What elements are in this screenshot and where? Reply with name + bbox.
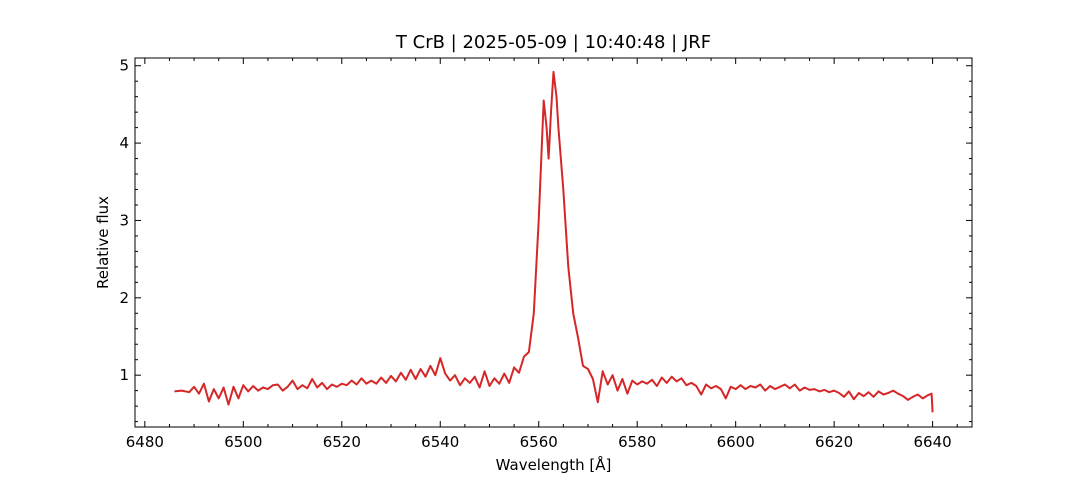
plot-area xyxy=(134,57,973,428)
x-tick-label: 6500 xyxy=(224,433,262,451)
x-tick-label: 6580 xyxy=(618,433,656,451)
y-axis: 1 2 3 4 5 xyxy=(119,57,972,423)
y-tick-label: 5 xyxy=(119,57,129,75)
x-tick-label: 6640 xyxy=(914,433,952,451)
y-tick-label: 1 xyxy=(119,366,129,384)
x-tick-label: 6600 xyxy=(717,433,755,451)
y-axis-label: Relative flux xyxy=(94,196,112,289)
plot-frame xyxy=(134,57,973,428)
x-axis-label: Wavelength [Å] xyxy=(496,455,612,474)
chart-title: T CrB | 2025-05-09 | 10:40:48 | JRF xyxy=(395,32,711,53)
spectrum-line xyxy=(174,70,934,413)
x-axis: 6480 6500 6520 6540 6560 6580 6600 6620 6640 xyxy=(126,58,958,451)
x-tick-label: 6520 xyxy=(323,433,361,451)
x-tick-label: 6540 xyxy=(421,433,459,451)
x-tick-label: 6620 xyxy=(815,433,853,451)
x-tick-label: 6560 xyxy=(520,433,558,451)
y-tick-label: 4 xyxy=(119,134,129,152)
x-tick-label: 6480 xyxy=(126,433,164,451)
y-tick-label: 2 xyxy=(119,289,129,307)
y-tick-label: 3 xyxy=(119,211,129,229)
